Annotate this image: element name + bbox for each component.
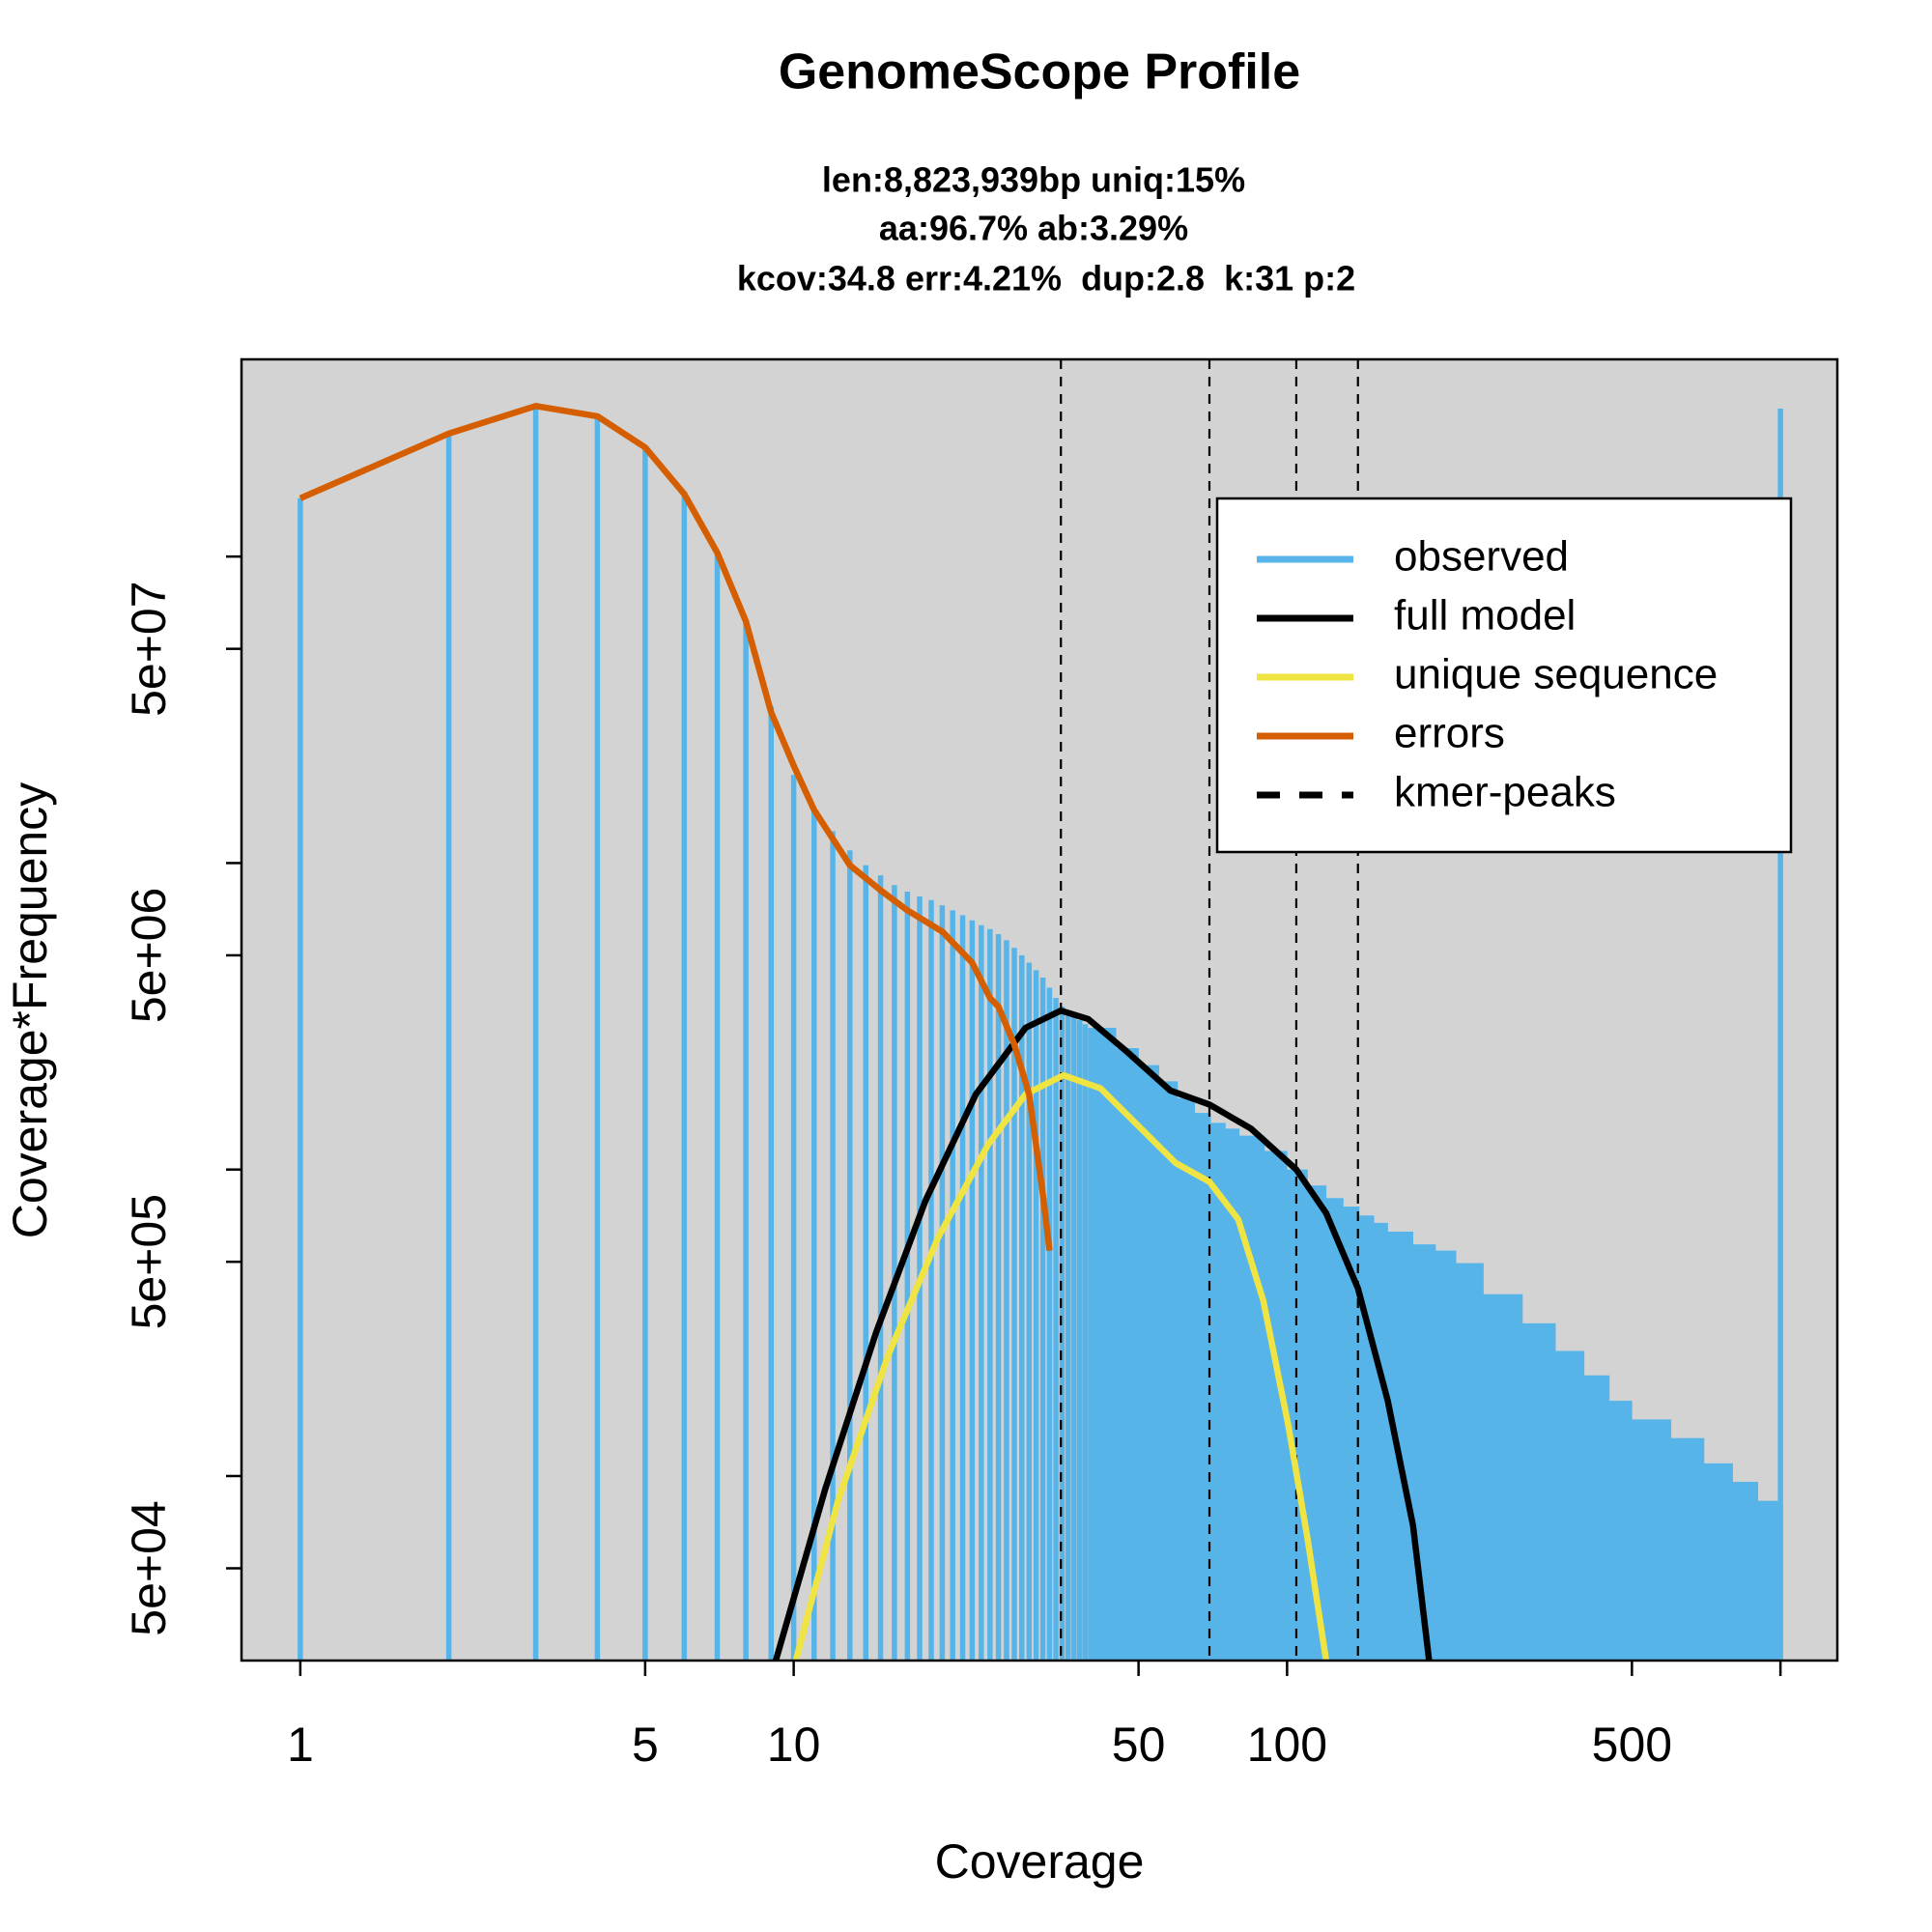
x-tick-label: 50 [1112,1718,1166,1772]
observed-bar [863,865,869,1661]
observed-bar [1033,970,1039,1661]
observed-bar [892,885,897,1661]
observed-bar [1011,948,1017,1661]
observed-bar [987,928,993,1661]
observed-bar [950,910,955,1661]
observed-bar [1053,998,1059,1661]
subtitle: len:8,823,939bp uniq:15% [822,160,1245,200]
observed-bar [877,875,884,1661]
y-tick-label: 5e+06 [122,888,176,1023]
observed-bar [1065,1012,1071,1661]
subtitle: aa:96.7% ab:3.29% [879,209,1188,248]
observed-bar [1480,1293,1523,1661]
observed-bar [1433,1250,1457,1661]
observed-bar [714,554,721,1661]
observed-bar [298,497,303,1661]
x-tick-label: 5 [632,1718,659,1772]
observed-bar [939,905,946,1661]
y-axis-label: Coverage*Frequency [3,782,57,1239]
observed-bar [594,415,601,1661]
observed-bar [1729,1482,1759,1661]
observed-bar [1208,1122,1226,1661]
observed-bar [1606,1401,1633,1661]
observed-bar [1520,1322,1556,1661]
observed-bar [1019,954,1025,1661]
observed-bar [768,706,775,1661]
observed-bar [1026,962,1033,1661]
observed-bar [1082,1024,1089,1661]
legend-label: full model [1394,592,1576,639]
observed-bar [1039,977,1046,1661]
observed-bar [995,934,1002,1661]
curve [772,1007,1433,1661]
observed-bar [532,406,539,1661]
legend-label: unique sequence [1394,651,1718,698]
observed-bar [1175,1097,1196,1661]
observed-bar [1371,1222,1388,1661]
observed-bar [1552,1350,1585,1661]
y-tick-label: 5e+07 [122,581,176,716]
plot-frame [240,357,1839,1662]
observed-bar [1004,940,1009,1661]
observed-bar [1076,1020,1083,1661]
observed-bar [969,920,976,1661]
observed-bar [1059,1007,1065,1661]
y-tick-label: 5e+05 [122,1194,176,1329]
y-tick-label: 5e+04 [122,1500,176,1635]
legend-label: observed [1394,533,1569,581]
observed-bar [811,810,817,1661]
observed-bar [681,491,688,1661]
legend-label: kmer-peaks [1394,769,1616,816]
observed-bar [1323,1198,1344,1661]
observed-bar [959,915,966,1661]
observed-bar [1236,1135,1265,1661]
observed-bar [1629,1419,1672,1661]
subtitle: kcov:34.8 err:4.21% dup:2.8 k:31 p:2 [737,259,1355,298]
observed-bar [1113,1047,1139,1661]
observed-bar [1755,1500,1779,1661]
observed-bar [1777,408,1783,1661]
x-tick-label: 10 [767,1718,821,1772]
observed-bar [904,891,911,1661]
observed-bar [1581,1375,1610,1661]
observed-bar [642,445,648,1661]
observed-bar [1135,1065,1160,1661]
observed-bar [743,621,749,1661]
observed-bar [445,433,452,1661]
legend: observed full model unique sequence errors k… [1215,497,1793,854]
x-tick-label: 1 [287,1718,314,1772]
observed-bar [928,899,934,1661]
observed-bar [1340,1207,1360,1661]
plot-area [298,359,1783,1661]
observed-bar [1088,1027,1117,1661]
curve [792,1071,1330,1661]
legend-label: errors [1394,710,1505,757]
chart-title: GenomeScope Profile [779,44,1300,100]
observed-bar [1156,1081,1179,1661]
observed-bar [1192,1113,1211,1661]
x-tick-label: 500 [1592,1718,1672,1772]
observed-bar [1071,1016,1077,1661]
observed-bar [979,924,984,1661]
observed-bar [790,775,797,1661]
observed-bar [1701,1463,1733,1661]
x-axis-label: Coverage [935,1834,1145,1889]
observed-bar [847,850,853,1661]
observed-bar [830,831,836,1661]
observed-bar [1453,1263,1484,1661]
observed-bar [1222,1128,1240,1661]
observed-bar [1046,987,1053,1661]
observed-bar [1668,1437,1705,1661]
curve [298,403,1053,1251]
x-tick-label: 100 [1247,1718,1327,1772]
